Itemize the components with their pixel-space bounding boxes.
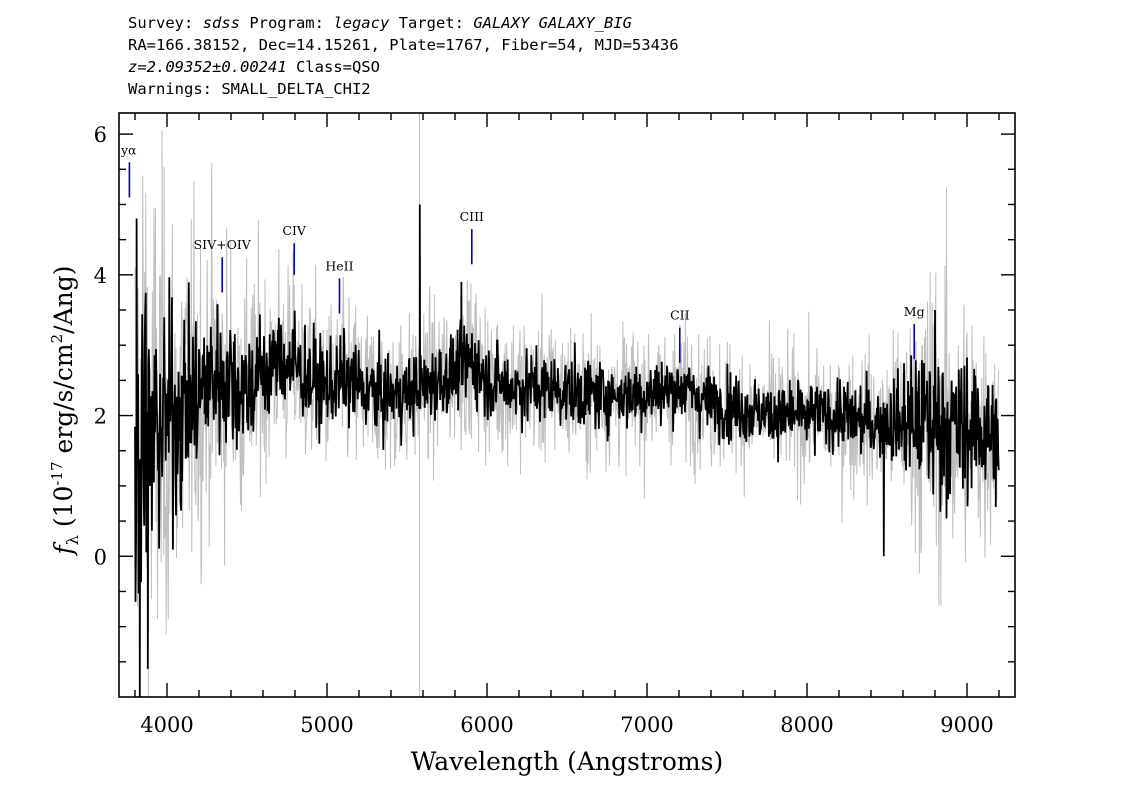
flux-series xyxy=(134,204,1000,698)
survey-value: sdss xyxy=(202,14,240,32)
y-tick-label: 4 xyxy=(94,264,107,288)
header-line-survey: Survey: sdss Program: legacy Target: GAL… xyxy=(128,12,679,34)
axis-ticks: 4000 5000 6000 7000 8000 9000 0 2 4 6 xyxy=(94,113,1015,737)
header-line-redshift: z=2.09352±0.00241 Class=QSO xyxy=(128,56,679,78)
y-axis-title: fλ (10-17 erg/s/cm2/Ang) xyxy=(48,265,82,556)
target-value: GALAXY GALAXY_BIG xyxy=(473,14,632,32)
ylabel-units: erg/s/cm xyxy=(49,343,78,461)
x-axis-title: Wavelength (Angstroms) xyxy=(411,747,723,776)
ylabel-end: /Ang) xyxy=(49,265,78,333)
line-label-3: HeII xyxy=(325,258,353,273)
ylabel-f: f xyxy=(49,542,78,557)
ylabel-exp: -17 xyxy=(48,461,66,485)
x-tick-label: 7000 xyxy=(620,713,673,737)
emission-line-markers: yα SIV+OIV CIV HeII CIII CII Mg xyxy=(120,142,925,363)
x-tick-label: 5000 xyxy=(300,713,353,737)
target-key: Target: xyxy=(389,14,474,32)
survey-key: Survey: xyxy=(128,14,203,32)
x-tick-label: 9000 xyxy=(940,713,993,737)
ylabel-sub: λ xyxy=(63,535,82,545)
flux-line xyxy=(134,204,1000,698)
y-tick-label: 6 xyxy=(94,123,107,147)
header-line-warnings: Warnings: SMALL_DELTA_CHI2 xyxy=(128,80,371,98)
spectrum-header: Survey: sdss Program: legacy Target: GAL… xyxy=(128,12,679,100)
x-tick-label: 4000 xyxy=(140,713,193,737)
header-line-coords: RA=166.38152, Dec=14.15261, Plate=1767, … xyxy=(128,36,679,54)
redshift-value: z=2.09352±0.00241 xyxy=(128,58,287,76)
program-key: Program: xyxy=(239,14,334,32)
plot-frame xyxy=(118,112,1016,698)
line-label-6: Mg xyxy=(904,304,925,319)
x-tick-label: 6000 xyxy=(460,713,513,737)
y-tick-label: 0 xyxy=(94,545,107,569)
class-value: Class=QSO xyxy=(286,58,380,76)
line-label-2: CIV xyxy=(282,223,307,238)
program-value: legacy xyxy=(333,14,390,32)
ylabel-paren: (10 xyxy=(49,486,78,536)
y-tick-label: 2 xyxy=(94,405,107,429)
x-tick-label: 8000 xyxy=(780,713,833,737)
ylabel-exp2: 2 xyxy=(48,334,66,344)
line-label-1: SIV+OIV xyxy=(194,237,252,252)
line-label-5: CII xyxy=(670,308,690,323)
line-label-4: CIII xyxy=(460,209,484,224)
line-label-0: yα xyxy=(120,142,137,157)
